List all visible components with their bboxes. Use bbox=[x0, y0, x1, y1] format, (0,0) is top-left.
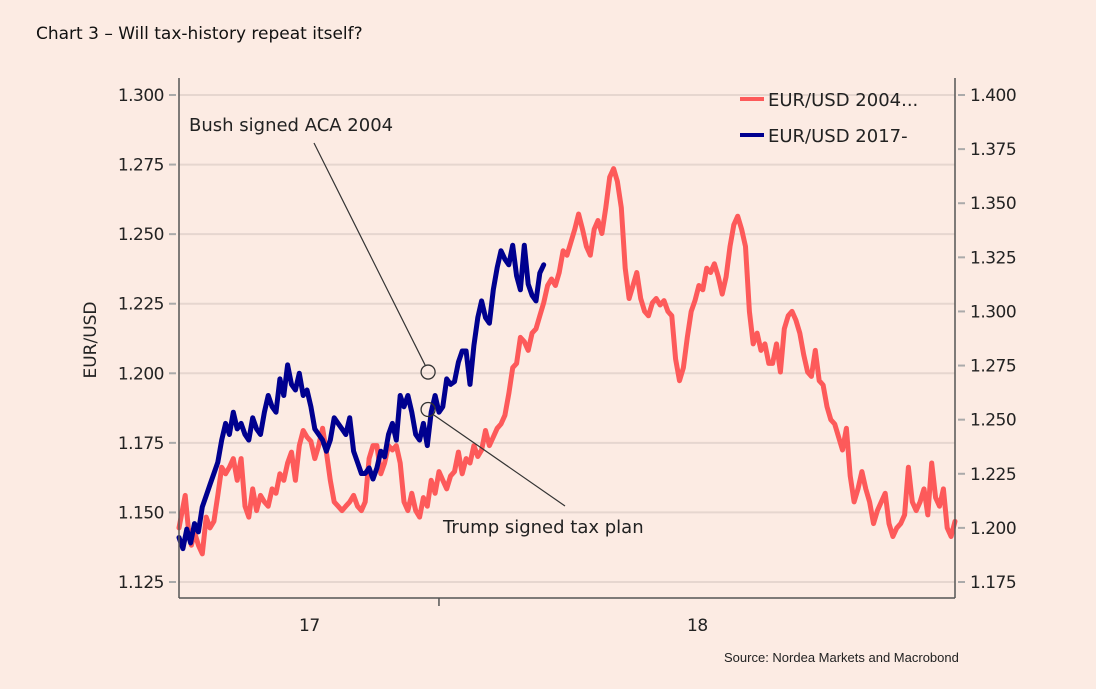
legend-label-2017: EUR/USD 2017- bbox=[768, 126, 908, 147]
right-tick-label: 1.300 bbox=[970, 302, 1016, 322]
annotation-bush-label: Bush signed ACA 2004 bbox=[189, 115, 393, 136]
gridlines bbox=[179, 94, 955, 583]
series-line-2017 bbox=[176, 242, 547, 552]
left-tick-label: 1.225 bbox=[118, 295, 164, 315]
y-axis-title: EUR/USD bbox=[81, 301, 101, 378]
annotations: Bush signed ACA 2004 Trump signed tax pl… bbox=[189, 115, 644, 538]
left-tick-label: 1.200 bbox=[118, 364, 164, 384]
left-tick-label: 1.150 bbox=[118, 503, 164, 523]
series-line-2004 bbox=[176, 166, 958, 557]
annotation-trump-leader bbox=[432, 413, 566, 507]
right-tick-label: 1.375 bbox=[970, 140, 1016, 160]
annotation-bush-leader bbox=[313, 142, 426, 366]
source-note: Source: Nordea Markets and Macrobond bbox=[724, 650, 959, 665]
left-tick-label: 1.300 bbox=[118, 86, 164, 106]
x-axis: 17 18 bbox=[299, 598, 708, 636]
right-tick-label: 1.325 bbox=[970, 248, 1016, 268]
right-tick-label: 1.225 bbox=[970, 465, 1016, 485]
left-tick-label: 1.250 bbox=[118, 225, 164, 245]
right-tick-label: 1.400 bbox=[970, 86, 1016, 106]
x-tick-label: 17 bbox=[299, 616, 320, 636]
right-tick-label: 1.275 bbox=[970, 357, 1016, 377]
right-y-axis: 1.175 1.200 1.225 1.250 1.275 1.300 1.325 1.350… bbox=[958, 86, 1017, 593]
annotation-trump-marker bbox=[420, 401, 436, 418]
plot-frame bbox=[178, 78, 956, 599]
x-tick-label: 18 bbox=[687, 616, 708, 636]
left-tick-label: 1.175 bbox=[118, 434, 164, 454]
series-layer bbox=[176, 166, 958, 557]
right-tick-label: 1.200 bbox=[970, 519, 1016, 539]
right-tick-label: 1.350 bbox=[970, 194, 1016, 214]
annotation-bush-marker bbox=[420, 364, 436, 380]
right-tick-label: 1.250 bbox=[970, 411, 1016, 431]
legend-label-2004: EUR/USD 2004... bbox=[768, 90, 918, 111]
annotation-trump-label: Trump signed tax plan bbox=[442, 517, 644, 538]
left-y-axis: 1.125 1.150 1.175 1.200 1.225 1.250 1.275 1.300 bbox=[118, 86, 176, 593]
left-tick-label: 1.275 bbox=[118, 156, 164, 176]
right-tick-label: 1.175 bbox=[970, 573, 1016, 593]
legend: EUR/USD 2004... EUR/USD 2017- bbox=[740, 90, 918, 147]
chart-title: Chart 3 – Will tax-history repeat itself… bbox=[36, 24, 363, 44]
left-tick-label: 1.125 bbox=[118, 573, 164, 593]
